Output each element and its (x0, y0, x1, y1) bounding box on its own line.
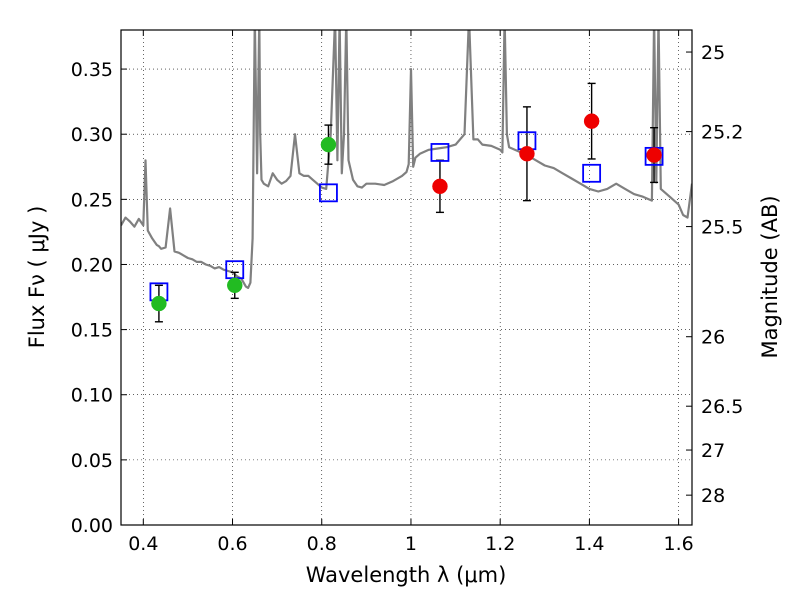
photometry-markers-group (149, 82, 664, 323)
photometry-point (227, 277, 243, 294)
y2-tick-labels: 25 25.2 25.5 26 26.5 27 28 (701, 42, 743, 507)
x-tick-label: 1 (405, 533, 417, 555)
y-tick-label: 0.15 (71, 320, 113, 342)
model-point-square (430, 143, 450, 162)
y2-tick-label: 26.5 (701, 396, 743, 418)
y2-tick-label: 25 (701, 42, 725, 64)
photometry-point (320, 136, 337, 153)
y-axis-label: Flux Fν ( μJy ) (25, 206, 49, 349)
spectrum-line (121, 30, 692, 289)
y2-tick-label: 26 (701, 327, 725, 349)
photometry-point (583, 113, 600, 129)
photometry-point (151, 295, 167, 312)
y-tick-label: 0.20 (71, 254, 113, 276)
photometry-point (432, 178, 448, 195)
y-tick-label: 0.00 (71, 515, 113, 537)
y-tick-label: 0.30 (71, 124, 113, 146)
x-tick-labels: 0.4 0.6 0.8 1 1.2 1.4 1.6 (128, 533, 694, 555)
y-tick-label: 0.25 (71, 189, 113, 211)
x-tick-label: 0.4 (128, 533, 158, 555)
y-tick-label: 0.10 (71, 385, 113, 407)
plot-frame (120, 29, 693, 526)
y2-tick-label: 27 (701, 440, 725, 462)
x-tick-label: 0.6 (217, 533, 247, 555)
x-tick-label: 1.2 (485, 533, 515, 555)
x-tick-label: 1.4 (574, 533, 604, 555)
y-tick-label: 0.05 (71, 450, 113, 472)
photometry-point (646, 147, 662, 163)
model-point-square (319, 183, 338, 203)
plot-area-background (121, 30, 692, 525)
y-tick-labels: 0.00 0.05 0.10 0.15 0.20 0.25 0.30 0.35 (71, 59, 113, 537)
y2-tick-label: 25.2 (701, 122, 743, 144)
x-axis-label: Wavelength λ (μm) (306, 563, 507, 587)
y2-tick-label: 25.5 (701, 217, 743, 239)
model-point-square (582, 163, 602, 183)
axis-ticks (121, 30, 692, 526)
photometry-point (519, 146, 535, 162)
x-tick-label: 1.6 (664, 533, 694, 555)
spectrum-line-group (121, 30, 692, 289)
y-tick-label: 0.35 (71, 59, 113, 81)
grid-lines (121, 30, 692, 525)
x-tick-label: 0.8 (307, 533, 337, 555)
y2-axis-label: Magnitude (AB) (758, 195, 782, 358)
y2-tick-label: 28 (701, 485, 725, 507)
